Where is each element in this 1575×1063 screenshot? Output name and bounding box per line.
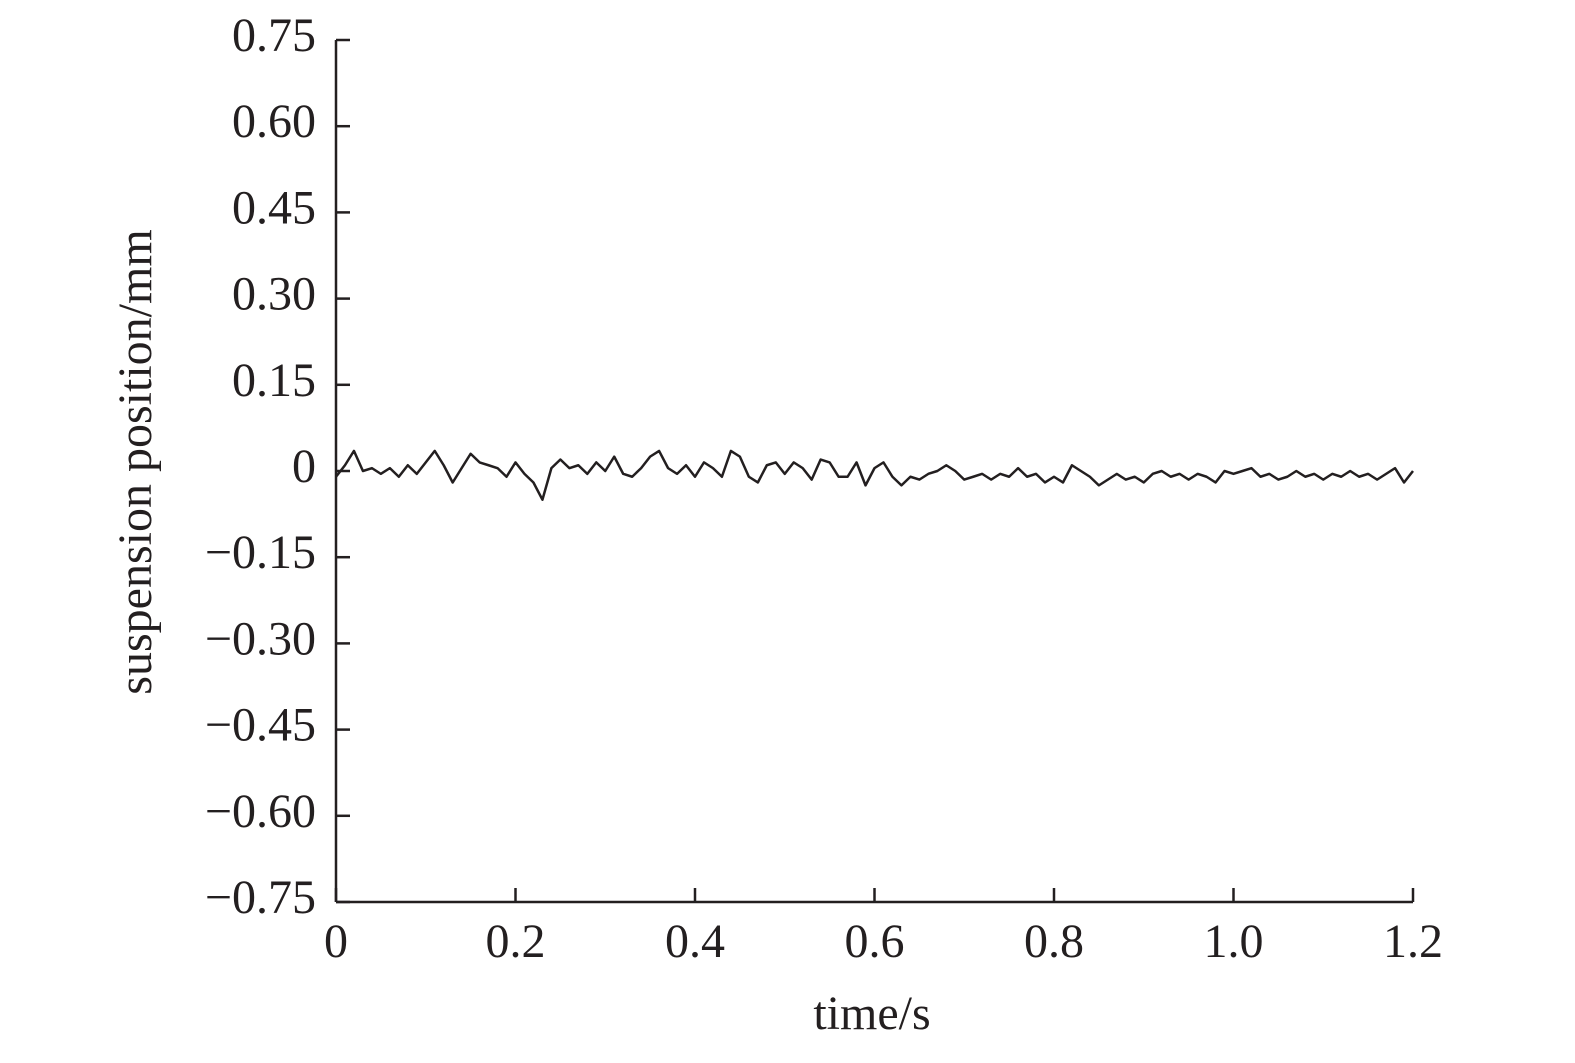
data-line xyxy=(335,449,1414,501)
y-tick-label: −0.15 xyxy=(205,526,316,579)
y-tick-label: −0.60 xyxy=(205,785,316,838)
x-tick-label: 0 xyxy=(324,915,348,968)
y-tick-label: 0.15 xyxy=(232,354,316,407)
y-tick-label: 0.30 xyxy=(232,268,316,321)
y-tick-label: −0.45 xyxy=(205,699,316,752)
y-tick-label: 0.45 xyxy=(232,181,316,234)
x-tick-label: 0.8 xyxy=(1024,915,1084,968)
y-axis-label: suspension position/mm xyxy=(109,229,162,694)
y-tick-label: 0 xyxy=(292,440,316,493)
y-tick-label: 0.60 xyxy=(232,95,316,148)
x-tick-label: 0.4 xyxy=(665,915,725,968)
y-tick-label: −0.75 xyxy=(205,871,316,924)
y-tick-label: −0.30 xyxy=(205,612,316,665)
x-tick-label: 0.2 xyxy=(486,915,546,968)
x-tick-label: 0.6 xyxy=(845,915,905,968)
x-tick-label: 1.0 xyxy=(1204,915,1264,968)
x-axis-label: time/s xyxy=(813,987,930,1040)
y-tick-label: 0.75 xyxy=(232,9,316,62)
x-tick-label: 1.2 xyxy=(1383,915,1443,968)
